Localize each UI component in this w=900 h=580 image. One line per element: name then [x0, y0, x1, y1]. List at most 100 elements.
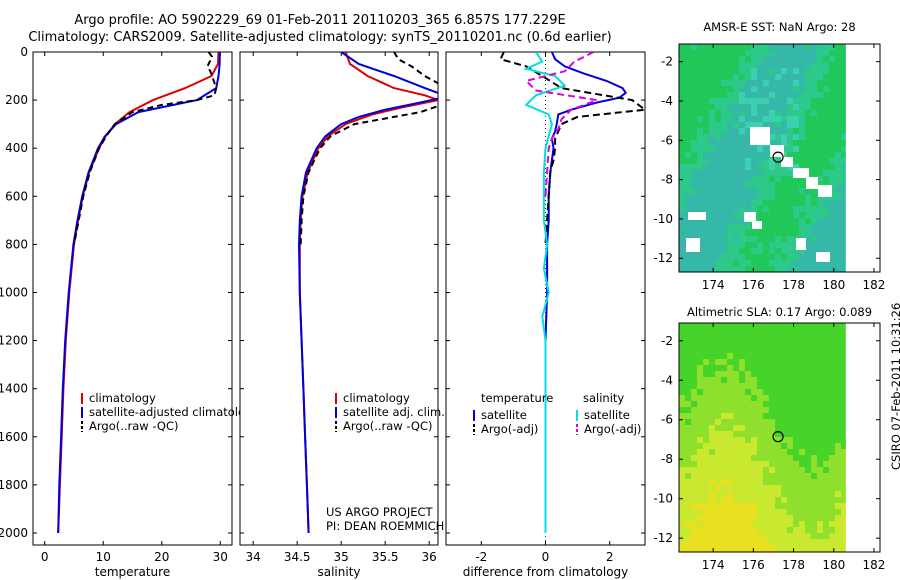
raster-cell — [835, 359, 841, 365]
raster-cell — [679, 431, 685, 437]
raster-cell — [715, 335, 721, 341]
raster-cell — [817, 329, 823, 335]
raster-cell — [691, 359, 697, 365]
raster-cell — [823, 365, 829, 371]
raster-cell — [835, 527, 841, 533]
raster-cell — [679, 395, 685, 401]
raster-cell — [685, 188, 691, 194]
raster-cell — [799, 104, 805, 110]
raster-cell — [745, 485, 751, 491]
raster-cell — [751, 479, 757, 485]
raster-cell — [823, 140, 829, 146]
raster-cell — [727, 545, 733, 551]
raster-cell — [697, 86, 703, 92]
raster-cell — [781, 461, 787, 467]
raster-cell — [763, 254, 769, 260]
raster-cell — [817, 347, 823, 353]
raster-cell — [781, 383, 787, 389]
raster-cell — [733, 92, 739, 98]
raster-cell — [793, 503, 799, 509]
raster-cell — [751, 266, 757, 272]
raster-cell — [811, 323, 817, 329]
raster-cell — [775, 242, 781, 248]
raster-cell — [781, 401, 787, 407]
raster-cell — [835, 56, 841, 62]
raster-cell — [829, 164, 835, 170]
raster-cell — [769, 134, 775, 140]
raster-cell — [799, 74, 805, 80]
raster-cell — [727, 230, 733, 236]
raster-cell — [787, 50, 793, 56]
raster-cell — [739, 353, 745, 359]
raster-cell — [841, 449, 846, 455]
raster-cell — [727, 110, 733, 116]
raster-cell — [781, 254, 787, 260]
raster-cell — [721, 443, 727, 449]
raster-cell — [763, 473, 769, 479]
raster-cell — [715, 236, 721, 242]
raster-cell — [811, 497, 817, 503]
raster-cell — [817, 128, 823, 134]
raster-cell — [763, 395, 769, 401]
raster-cell — [751, 242, 757, 248]
raster-cell — [751, 158, 757, 164]
raster-cell — [745, 146, 751, 152]
raster-cell — [751, 545, 757, 551]
raster-cell — [685, 74, 691, 80]
raster-cell — [763, 164, 769, 170]
raster-cell — [817, 395, 823, 401]
raster-cell — [823, 449, 829, 455]
raster-cell — [727, 467, 733, 473]
raster-cell — [769, 389, 775, 395]
raster-cell — [751, 323, 757, 329]
raster-cell — [733, 413, 739, 419]
raster-cell — [823, 467, 829, 473]
raster-cell — [817, 86, 823, 92]
raster-cell — [751, 92, 757, 98]
raster-cell — [811, 140, 817, 146]
raster-cell — [727, 449, 733, 455]
raster-cell — [775, 194, 781, 200]
raster-cell — [739, 377, 745, 383]
raster-cell — [757, 164, 763, 170]
raster-cell — [757, 419, 763, 425]
raster-cell — [745, 164, 751, 170]
raster-cell — [751, 371, 757, 377]
raster-cell — [721, 98, 727, 104]
raster-cell — [751, 62, 757, 68]
raster-cell — [811, 206, 817, 212]
raster-cell — [793, 383, 799, 389]
raster-cell — [679, 236, 685, 242]
raster-cell — [739, 491, 745, 497]
raster-cell — [775, 473, 781, 479]
raster-cell — [775, 449, 781, 455]
series-line-salinity-argo-adj- — [524, 52, 601, 197]
raster-cell — [679, 260, 685, 266]
raster-cell — [841, 116, 846, 122]
raster-cell — [703, 140, 709, 146]
raster-cell — [787, 467, 793, 473]
x-tick-label: 34 — [246, 550, 261, 564]
raster-cell — [793, 254, 799, 260]
raster-cell — [805, 467, 811, 473]
raster-cell — [679, 407, 685, 413]
raster-cell — [799, 86, 805, 92]
raster-cell — [721, 218, 727, 224]
raster-cell — [679, 146, 685, 152]
raster-cell — [697, 491, 703, 497]
missing-data-block — [750, 127, 770, 145]
raster-cell — [709, 539, 715, 545]
raster-cell — [763, 527, 769, 533]
raster-cell — [775, 323, 781, 329]
raster-cell — [679, 74, 685, 80]
raster-cell — [751, 329, 757, 335]
raster-cell — [715, 80, 721, 86]
raster-cell — [817, 50, 823, 56]
raster-cell — [841, 521, 846, 527]
raster-cell — [757, 68, 763, 74]
raster-cell — [697, 254, 703, 260]
raster-cell — [745, 188, 751, 194]
raster-cell — [757, 467, 763, 473]
raster-cell — [793, 425, 799, 431]
raster-cell — [709, 545, 715, 551]
